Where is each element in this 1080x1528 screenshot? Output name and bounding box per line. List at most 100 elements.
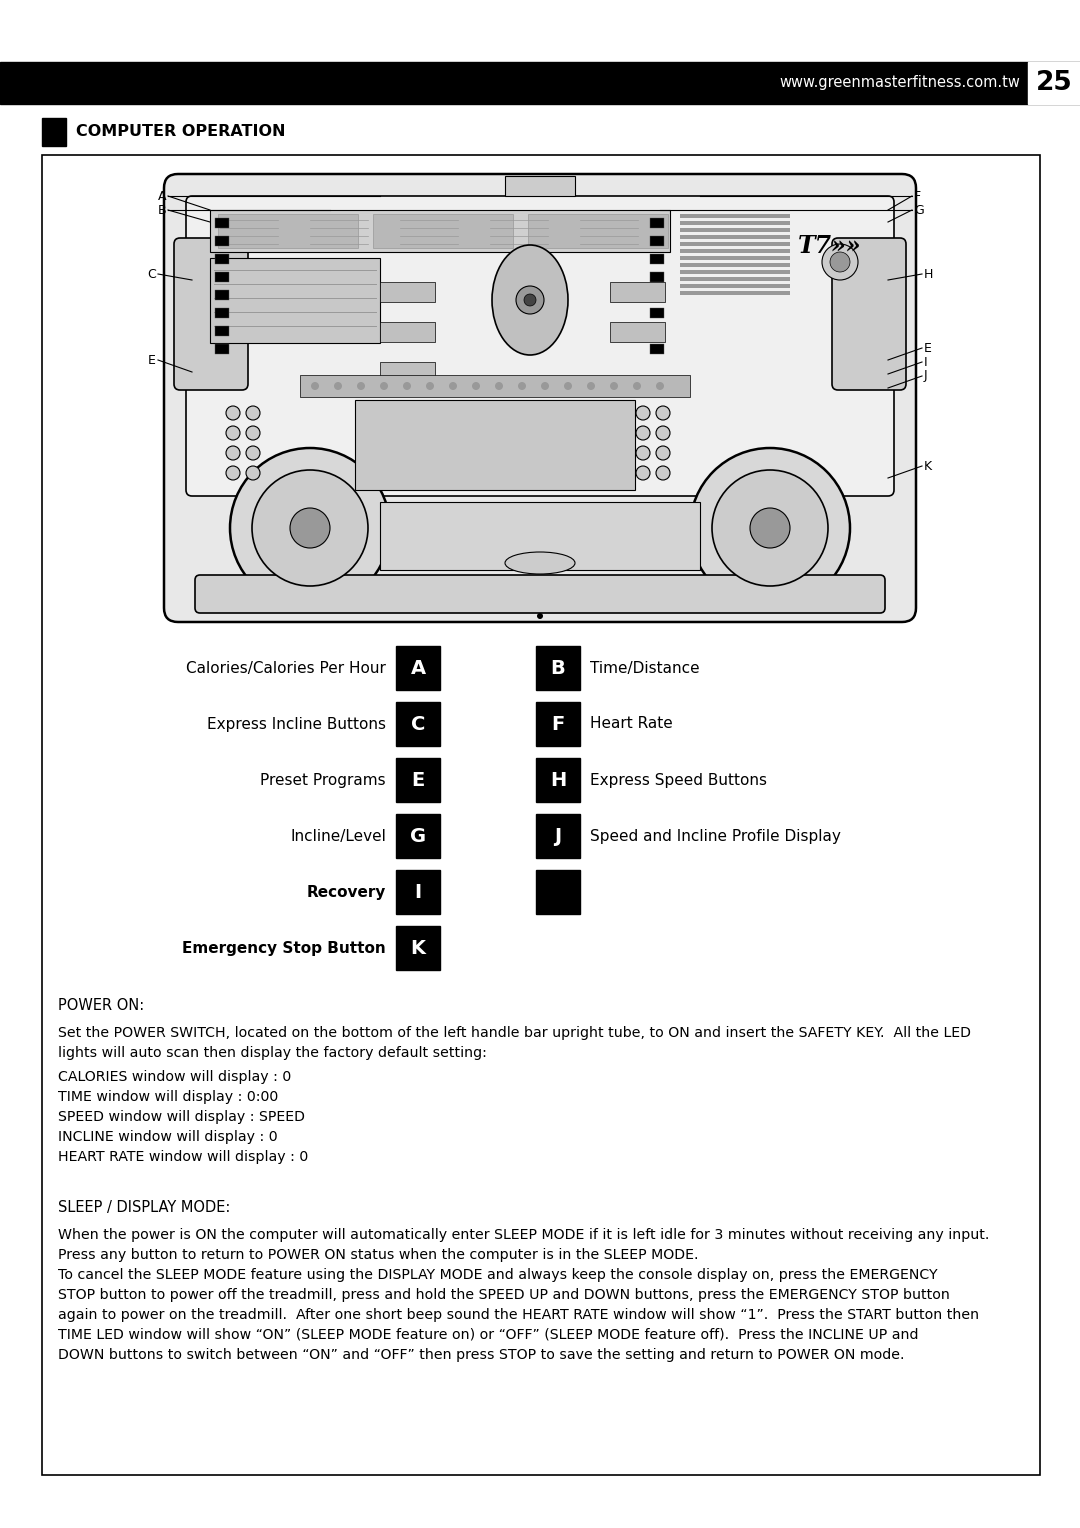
Bar	[1028, 63, 1080, 104]
Bar	[536, 701, 580, 746]
Bar	[215, 219, 229, 228]
Circle shape	[449, 382, 457, 390]
Text: C: C	[147, 267, 156, 281]
Text: B: B	[158, 203, 166, 217]
Bar	[680, 228, 789, 232]
Bar	[380, 503, 700, 570]
Bar	[536, 758, 580, 802]
Text: C: C	[410, 715, 426, 733]
Circle shape	[252, 471, 368, 587]
FancyBboxPatch shape	[186, 196, 894, 497]
Text: A: A	[158, 189, 166, 203]
Bar	[536, 646, 580, 691]
Bar	[215, 344, 229, 354]
Circle shape	[334, 382, 342, 390]
Circle shape	[537, 613, 543, 619]
Text: www.greenmasterfitness.com.tw: www.greenmasterfitness.com.tw	[779, 75, 1020, 90]
Bar	[355, 400, 635, 490]
Bar	[215, 325, 229, 336]
Text: DOWN buttons to switch between “ON” and “OFF” then press STOP to save the settin: DOWN buttons to switch between “ON” and …	[58, 1348, 905, 1361]
Circle shape	[357, 382, 365, 390]
Bar	[680, 270, 789, 274]
Text: I: I	[924, 356, 928, 368]
Circle shape	[516, 286, 544, 313]
Circle shape	[524, 293, 536, 306]
Text: Express Speed Buttons: Express Speed Buttons	[590, 773, 767, 787]
Circle shape	[831, 252, 850, 272]
Bar	[650, 219, 664, 228]
Text: When the power is ON the computer will automatically enter SLEEP MODE if it is l: When the power is ON the computer will a…	[58, 1229, 989, 1242]
FancyBboxPatch shape	[164, 174, 916, 622]
Text: J: J	[924, 370, 928, 382]
FancyBboxPatch shape	[174, 238, 248, 390]
Text: E: E	[411, 770, 424, 790]
Text: Incline/Level: Incline/Level	[291, 828, 386, 843]
Bar	[650, 235, 664, 246]
Circle shape	[230, 448, 390, 608]
Ellipse shape	[492, 244, 568, 354]
Circle shape	[472, 382, 480, 390]
Circle shape	[246, 446, 260, 460]
Text: Set the POWER SWITCH, located on the bottom of the left handle bar upright tube,: Set the POWER SWITCH, located on the bot…	[58, 1025, 971, 1041]
Bar	[505, 176, 575, 196]
Circle shape	[311, 382, 319, 390]
Bar	[396, 646, 440, 691]
Bar	[650, 309, 664, 318]
Circle shape	[690, 448, 850, 608]
Text: lights will auto scan then display the factory default setting:: lights will auto scan then display the f…	[58, 1047, 487, 1060]
Bar	[42, 154, 1040, 1475]
Bar	[396, 701, 440, 746]
Bar	[380, 283, 435, 303]
Text: TIME LED window will show “ON” (SLEEP MODE feature on) or “OFF” (SLEEP MODE feat: TIME LED window will show “ON” (SLEEP MO…	[58, 1328, 918, 1342]
Circle shape	[656, 406, 670, 420]
Circle shape	[656, 382, 664, 390]
Circle shape	[226, 466, 240, 480]
Bar	[215, 309, 229, 318]
Text: SPEED window will display : SPEED: SPEED window will display : SPEED	[58, 1109, 305, 1125]
Circle shape	[636, 406, 650, 420]
Text: POWER ON:: POWER ON:	[58, 998, 145, 1013]
Bar	[215, 254, 229, 264]
Bar	[680, 241, 789, 246]
Text: 25: 25	[1036, 70, 1072, 96]
Circle shape	[564, 382, 572, 390]
Text: I: I	[415, 883, 421, 902]
Text: Heart Rate: Heart Rate	[590, 717, 673, 732]
Text: Calories/Calories Per Hour: Calories/Calories Per Hour	[186, 660, 386, 675]
Circle shape	[712, 471, 828, 587]
Text: F: F	[552, 715, 565, 733]
Bar	[610, 283, 665, 303]
Bar	[650, 272, 664, 283]
Bar	[396, 869, 440, 914]
Bar	[680, 284, 789, 287]
Circle shape	[822, 244, 858, 280]
Circle shape	[636, 426, 650, 440]
Bar	[300, 374, 690, 397]
Bar	[0, 63, 1080, 104]
Bar	[396, 926, 440, 970]
Bar	[680, 277, 789, 281]
Bar	[215, 272, 229, 283]
Text: Time/Distance: Time/Distance	[590, 660, 700, 675]
Text: INCLINE window will display : 0: INCLINE window will display : 0	[58, 1131, 278, 1144]
Text: Emergency Stop Button: Emergency Stop Button	[183, 941, 386, 955]
Bar	[650, 254, 664, 264]
Circle shape	[656, 466, 670, 480]
Bar	[536, 869, 580, 914]
Bar	[610, 322, 665, 342]
Bar	[680, 222, 789, 225]
Text: Preset Programs: Preset Programs	[260, 773, 386, 787]
Bar	[373, 214, 513, 248]
Text: TIME window will display : 0:00: TIME window will display : 0:00	[58, 1089, 279, 1105]
Text: CALORIES window will display : 0: CALORIES window will display : 0	[58, 1070, 292, 1083]
Text: Speed and Incline Profile Display: Speed and Incline Profile Display	[590, 828, 841, 843]
Bar	[680, 263, 789, 267]
Bar	[680, 290, 789, 295]
Bar	[210, 258, 380, 342]
Bar	[215, 290, 229, 299]
Circle shape	[246, 406, 260, 420]
Bar	[680, 214, 789, 219]
Bar	[396, 758, 440, 802]
Text: SLEEP / DISPLAY MODE:: SLEEP / DISPLAY MODE:	[58, 1199, 230, 1215]
Text: To cancel the SLEEP MODE feature using the DISPLAY MODE and always keep the cons: To cancel the SLEEP MODE feature using t…	[58, 1268, 937, 1282]
